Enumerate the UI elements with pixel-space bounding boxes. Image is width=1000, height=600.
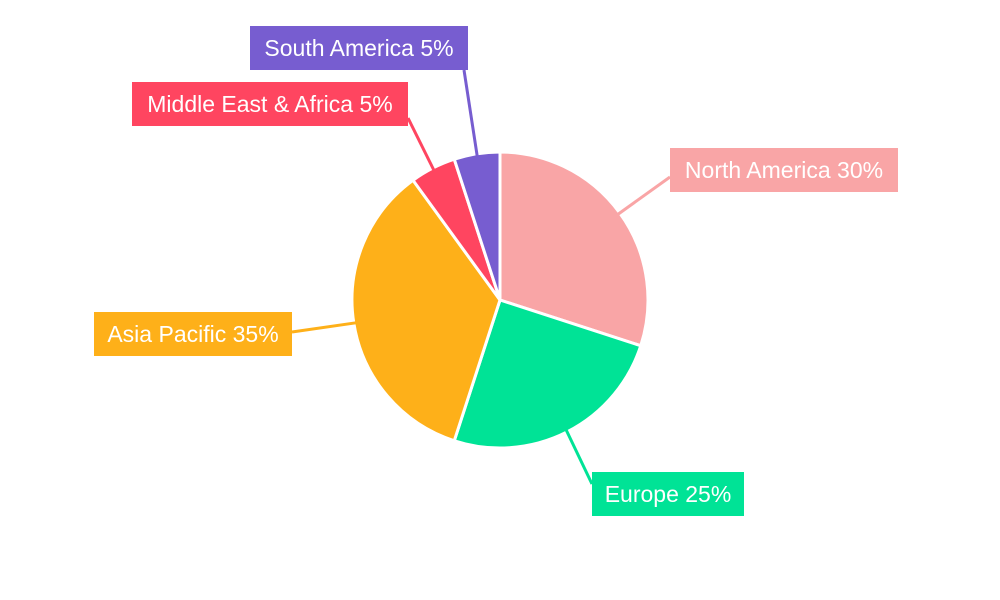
label-connector-1 xyxy=(564,428,594,485)
label-box-2 xyxy=(94,312,292,356)
label-connector-2 xyxy=(291,321,357,334)
slice-label-2: Asia Pacific 35% xyxy=(107,321,278,347)
label-connector-3 xyxy=(406,117,436,172)
slice-label-1: Europe 25% xyxy=(605,481,732,507)
slice-label-3: Middle East & Africa 5% xyxy=(147,91,392,117)
label-box-3 xyxy=(132,82,408,126)
slice-label-4: South America 5% xyxy=(264,35,453,61)
label-box-1 xyxy=(592,472,744,516)
label-connector-4 xyxy=(462,69,479,157)
slice-label-0: North America 30% xyxy=(685,157,883,183)
label-box-0 xyxy=(670,148,898,192)
label-connector-0 xyxy=(616,175,671,216)
label-box-4 xyxy=(250,26,468,70)
